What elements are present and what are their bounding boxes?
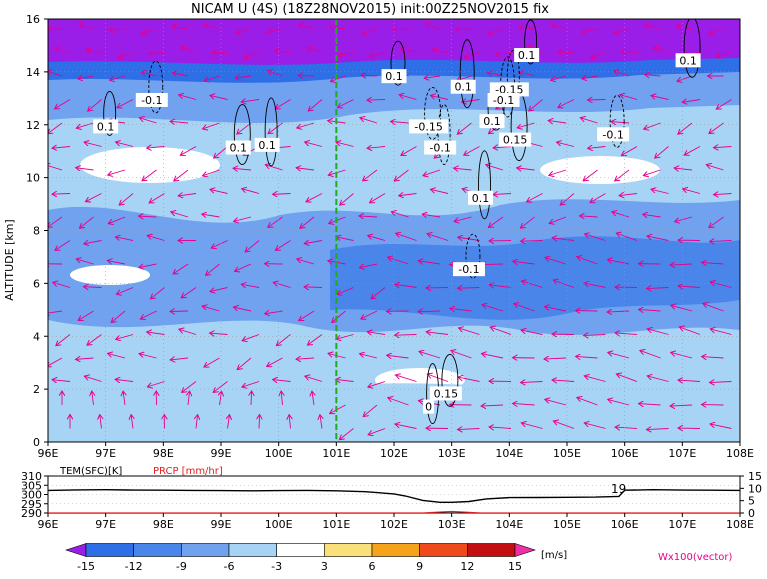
colorbar-segment xyxy=(134,544,182,557)
colorbar-tick-label: 6 xyxy=(369,560,376,573)
y-tick-label: 4 xyxy=(33,330,40,343)
surface-x-tick-label: 105E xyxy=(553,518,581,531)
y-axis-ticks: 0 2 4 6 8 10 12 14 16 xyxy=(26,13,48,449)
contour-label: 0.15 xyxy=(434,387,459,400)
colorbar-tick-label: 3 xyxy=(321,560,328,573)
wind-vector xyxy=(298,75,314,76)
contour-label: 0.1 xyxy=(385,70,403,83)
colorbar-tick-label: -9 xyxy=(176,560,187,573)
contour-label: -0.1 xyxy=(429,142,450,155)
wind-vector xyxy=(588,100,606,101)
x-tick-label: 99E xyxy=(211,447,232,460)
wind-vector xyxy=(251,391,252,405)
y-axis-label: ALTITUDE [km] xyxy=(3,219,16,300)
surface-x-tick-label: 99E xyxy=(211,518,232,531)
surface-x-tick-label: 102E xyxy=(380,518,408,531)
wind-vector xyxy=(456,29,472,30)
y-tick-label: 8 xyxy=(33,225,40,238)
contour-label: 0.1 xyxy=(679,54,697,67)
y-tick-label: 6 xyxy=(33,277,40,290)
y-tick-label: 14 xyxy=(26,66,40,79)
contour-label: -0.1 xyxy=(493,94,514,107)
x-tick-label: 102E xyxy=(380,447,408,460)
colorbar-tick-label: -3 xyxy=(271,560,282,573)
wind-vector xyxy=(259,415,260,429)
colorbar-tick-label: -12 xyxy=(125,560,143,573)
colorbar-segment xyxy=(515,544,535,557)
colorbar-tick-label: -6 xyxy=(224,560,235,573)
colorbar-segment xyxy=(66,544,86,557)
contour-label: 0.1 xyxy=(472,192,490,205)
wind-vector xyxy=(170,311,188,312)
x-tick-label: 101E xyxy=(322,447,350,460)
contour-label: 0.1 xyxy=(258,139,276,152)
calm-patch xyxy=(70,265,150,285)
colorbar-segment xyxy=(277,544,325,557)
surface-y2-tick-label: 5 xyxy=(748,495,755,508)
x-tick-label: 108E xyxy=(726,447,754,460)
contour-label: -0.1 xyxy=(458,263,479,276)
contour-label: 0.15 xyxy=(503,134,528,147)
x-tick-label: 97E xyxy=(95,447,116,460)
contour-label: 0.1 xyxy=(518,49,536,62)
colorbar-segment xyxy=(86,544,134,557)
surface-temp-label: TEM(SFC)[K] xyxy=(59,466,122,477)
surface-x-tick-label: 106E xyxy=(611,518,639,531)
x-tick-label: 105E xyxy=(553,447,581,460)
surface-y2-tick-label: 15 xyxy=(748,470,762,483)
x-tick-label: 106E xyxy=(611,447,639,460)
colorbar-segment xyxy=(181,544,229,557)
surface-x-tick-label: 107E xyxy=(668,518,696,531)
surface-x-tick-label: 101E xyxy=(322,518,350,531)
contour-label: -0.1 xyxy=(141,94,162,107)
colorbar-tick-label: 12 xyxy=(460,560,474,573)
surface-x-tick-label: 104E xyxy=(495,518,523,531)
x-axis-ticks: 96E 97E 98E 99E 100E 101E 102E 103E 104E 105E 106E… xyxy=(38,442,754,460)
colorbar-segment xyxy=(420,544,468,557)
x-tick-label: 103E xyxy=(438,447,466,460)
surface-y2-tick-label: 0 xyxy=(748,507,755,520)
colorbar-tick-label: 9 xyxy=(416,560,423,573)
contour-label: -0.1 xyxy=(602,128,623,141)
contour-label: 0 xyxy=(425,401,432,414)
surface-y-tick-label: 310 xyxy=(21,470,42,483)
colorbar-segment xyxy=(324,544,372,557)
surface-annotation: 19 xyxy=(611,482,626,496)
y-tick-label: 0 xyxy=(33,436,40,449)
surface-y2-tick-label: 10 xyxy=(748,482,762,495)
surface-x-tick-label: 100E xyxy=(265,518,293,531)
colorbar-tick-label: -15 xyxy=(77,560,95,573)
surface-x-tick-label: 97E xyxy=(95,518,116,531)
x-tick-label: 96E xyxy=(38,447,59,460)
colorbar-segment xyxy=(467,544,515,557)
x-tick-label: 107E xyxy=(668,447,696,460)
chart-title: NICAM U (4S) (18Z28NOV2015) init:00Z25NO… xyxy=(191,2,549,17)
precip-label: PRCP [mm/hr] xyxy=(153,466,223,477)
y-tick-label: 16 xyxy=(26,13,40,26)
contour-label: 0.1 xyxy=(230,142,248,155)
colorbar-segment xyxy=(372,544,420,557)
x-tick-label: 100E xyxy=(265,447,293,460)
y-tick-label: 10 xyxy=(26,172,40,185)
contour-label: 0.1 xyxy=(483,115,501,128)
contour-label: 0.1 xyxy=(454,81,472,94)
surface-x-tick-label: 103E xyxy=(438,518,466,531)
x-tick-label: 104E xyxy=(495,447,523,460)
calm-patch xyxy=(540,156,660,184)
colorbar-tick-label: 15 xyxy=(508,560,522,573)
colorbar: -15 -12 -9 -6 -3 3 6 9 12 15 [m/s] Wx100(vector) xyxy=(66,544,733,574)
contour-label: 0.1 xyxy=(97,120,115,133)
y-tick-label: 2 xyxy=(33,383,40,396)
vector-label: Wx100(vector) xyxy=(658,552,733,563)
colorbar-segment xyxy=(229,544,277,557)
contour-label: -0.15 xyxy=(414,120,442,133)
x-tick-label: 98E xyxy=(153,447,174,460)
surface-x-tick-label: 98E xyxy=(153,518,174,531)
colorbar-unit: [m/s] xyxy=(541,550,567,561)
y-tick-label: 12 xyxy=(26,119,40,132)
wind-band-top xyxy=(48,19,740,65)
